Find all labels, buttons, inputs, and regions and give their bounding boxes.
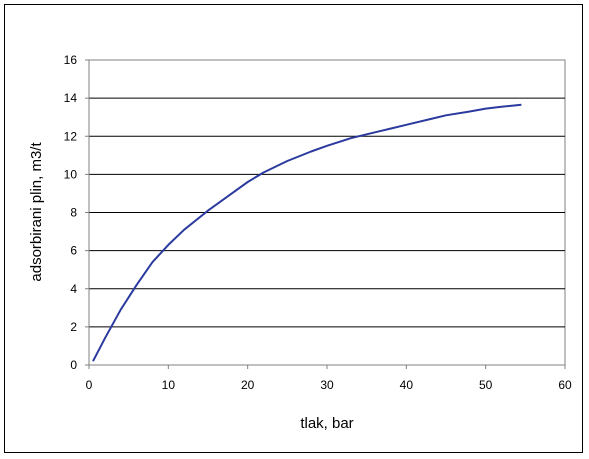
- x-tick-labels: 0 10 20 30 40 50 60: [86, 365, 572, 392]
- y-tick-label: 10: [64, 167, 78, 181]
- x-tick-label: 20: [241, 378, 255, 392]
- x-tick-label: 30: [320, 378, 334, 392]
- x-tick-label: 0: [86, 378, 93, 392]
- y-tick-label: 2: [70, 320, 77, 334]
- y-tick-label: 8: [70, 206, 77, 220]
- x-tick-label: 40: [400, 378, 414, 392]
- y-tick-labels: 0 2 4 6 8 10 12 14 16: [64, 53, 89, 372]
- y-tick-label: 12: [64, 129, 78, 143]
- x-axis-title: tlak, bar: [300, 415, 353, 432]
- grid-lines: [89, 97, 565, 328]
- y-tick-label: 4: [70, 282, 77, 296]
- y-tick-label: 6: [70, 244, 77, 258]
- x-tick-label: 60: [558, 378, 572, 392]
- y-axis-title: adsorbirani plin, m3/t: [28, 142, 45, 282]
- x-tick-label: 10: [162, 378, 176, 392]
- series-line-0: [92, 103, 522, 362]
- y-tick-label: 16: [64, 53, 78, 67]
- y-tick-label: 14: [64, 91, 78, 105]
- x-tick-label: 50: [479, 378, 493, 392]
- series-layer: [92, 103, 522, 362]
- y-tick-label: 0: [70, 358, 77, 372]
